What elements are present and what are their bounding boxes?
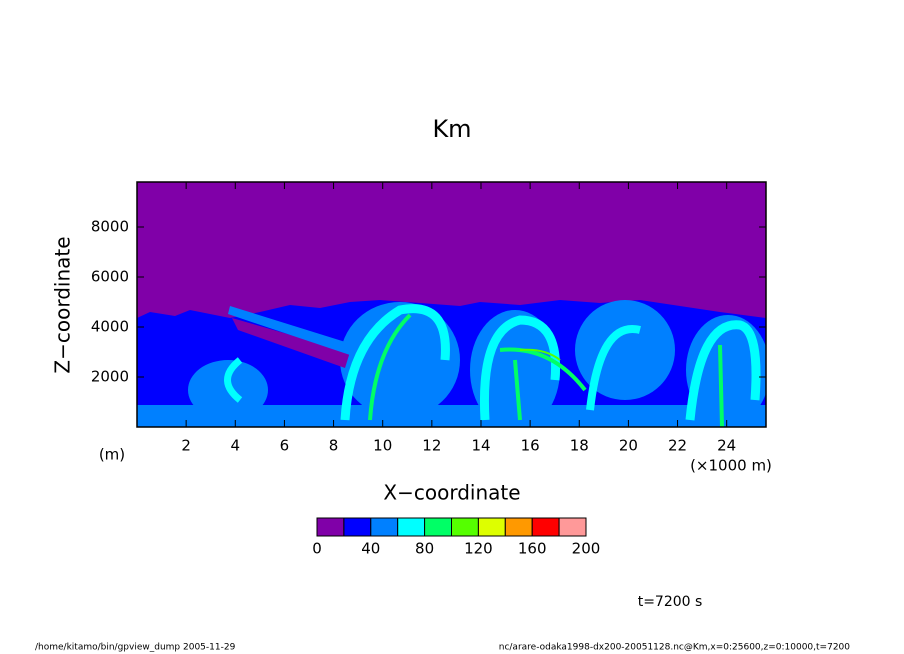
colorbar-box bbox=[477, 517, 506, 537]
field-region bbox=[224, 357, 243, 403]
x-tick-label: 22 bbox=[668, 437, 687, 455]
x-tick-label: 12 bbox=[422, 437, 441, 455]
footer-right: nc/arare-odaka1998-dx200-20051128.nc@Km,… bbox=[499, 643, 851, 653]
field-region bbox=[479, 315, 561, 421]
field-region bbox=[718, 344, 724, 427]
x-tick-label: 10 bbox=[373, 437, 392, 455]
x-tick-label: 24 bbox=[717, 437, 736, 455]
field-region bbox=[340, 304, 450, 421]
field-region bbox=[499, 347, 587, 392]
colorbar-tick-label: 0 bbox=[312, 540, 322, 558]
field-region bbox=[232, 318, 350, 368]
colorbar-tick-label: 40 bbox=[361, 540, 380, 558]
plot-frame bbox=[136, 181, 767, 428]
y-unit: (m) bbox=[99, 446, 125, 464]
field-region bbox=[228, 306, 355, 355]
x-tick-label: 8 bbox=[329, 437, 339, 455]
field-region bbox=[685, 320, 761, 421]
field-region bbox=[586, 325, 641, 411]
colorbar-box bbox=[316, 517, 345, 537]
colorbar-tick-label: 160 bbox=[518, 540, 547, 558]
colorbar-tick-label: 80 bbox=[415, 540, 434, 558]
y-tick-label: 4000 bbox=[91, 318, 129, 336]
x-tick-label: 2 bbox=[181, 437, 191, 455]
contour-field bbox=[137, 182, 766, 427]
colorbar-box bbox=[424, 517, 453, 537]
x-tick-label: 16 bbox=[521, 437, 540, 455]
colorbar-box bbox=[343, 517, 372, 537]
y-tick-label: 6000 bbox=[91, 268, 129, 286]
x-axis-label: X−coordinate bbox=[383, 481, 520, 505]
field-region bbox=[519, 348, 561, 361]
x-tick-label: 4 bbox=[231, 437, 241, 455]
colorbar-tick-label: 200 bbox=[572, 540, 601, 558]
x-tick-label: 14 bbox=[471, 437, 490, 455]
y-axis-label: Z−coordinate bbox=[51, 236, 75, 373]
y-tick-label: 8000 bbox=[91, 218, 129, 236]
x-tick-label: 18 bbox=[570, 437, 589, 455]
colorbar-box bbox=[504, 517, 533, 537]
colorbar-tick-label: 120 bbox=[464, 540, 493, 558]
colorbar-box bbox=[558, 517, 587, 537]
field-region bbox=[368, 313, 412, 421]
chart-title: Km bbox=[432, 115, 471, 143]
colorbar-box bbox=[451, 517, 479, 537]
x-unit: (×1000 m) bbox=[690, 457, 772, 475]
x-tick-label: 20 bbox=[619, 437, 638, 455]
x-tick-label: 6 bbox=[280, 437, 290, 455]
colorbar-box bbox=[531, 517, 560, 537]
field-region bbox=[513, 359, 522, 421]
colorbar-box bbox=[370, 517, 399, 537]
time-label: t=7200 s bbox=[638, 594, 703, 610]
footer-left: /home/kitamo/bin/gpview_dump 2005-11-29 bbox=[35, 643, 236, 653]
y-tick-label: 2000 bbox=[91, 368, 129, 386]
field-region bbox=[137, 405, 766, 427]
colorbar-box bbox=[397, 517, 426, 537]
